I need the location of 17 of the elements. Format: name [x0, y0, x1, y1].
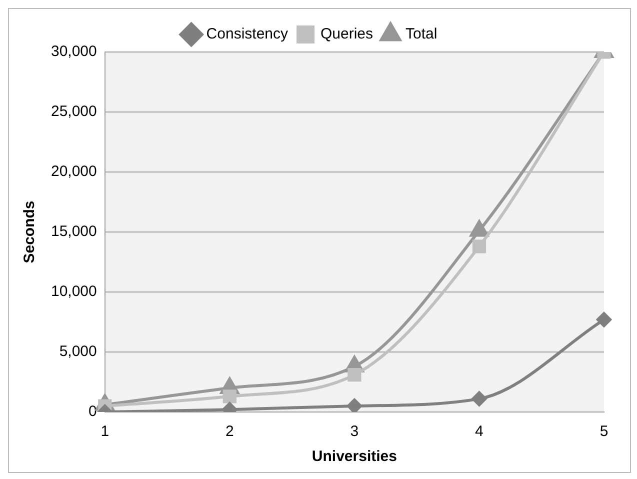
x-tick-label: 3: [350, 423, 359, 440]
legend-label: Total: [406, 26, 438, 43]
legend-label: Consistency: [206, 26, 288, 43]
y-tick-label: 20,000: [50, 163, 97, 180]
x-axis-title: Universities: [312, 448, 397, 466]
x-tick-label: 1: [100, 423, 110, 440]
x-tick-label: 2: [225, 423, 234, 440]
y-tick-label: 10,000: [50, 283, 97, 300]
y-tick-label: 15,000: [50, 223, 97, 240]
y-tick-label: 0: [88, 403, 97, 420]
legend-label: Queries: [320, 26, 374, 43]
x-tick-label: 4: [475, 423, 484, 440]
y-tick-label: 25,000: [50, 103, 97, 120]
y-tick-label: 5,000: [59, 343, 97, 360]
y-axis-title: Seconds: [21, 200, 38, 264]
y-tick-label: 30,000: [50, 43, 97, 60]
x-tick-label: 5: [600, 423, 608, 440]
